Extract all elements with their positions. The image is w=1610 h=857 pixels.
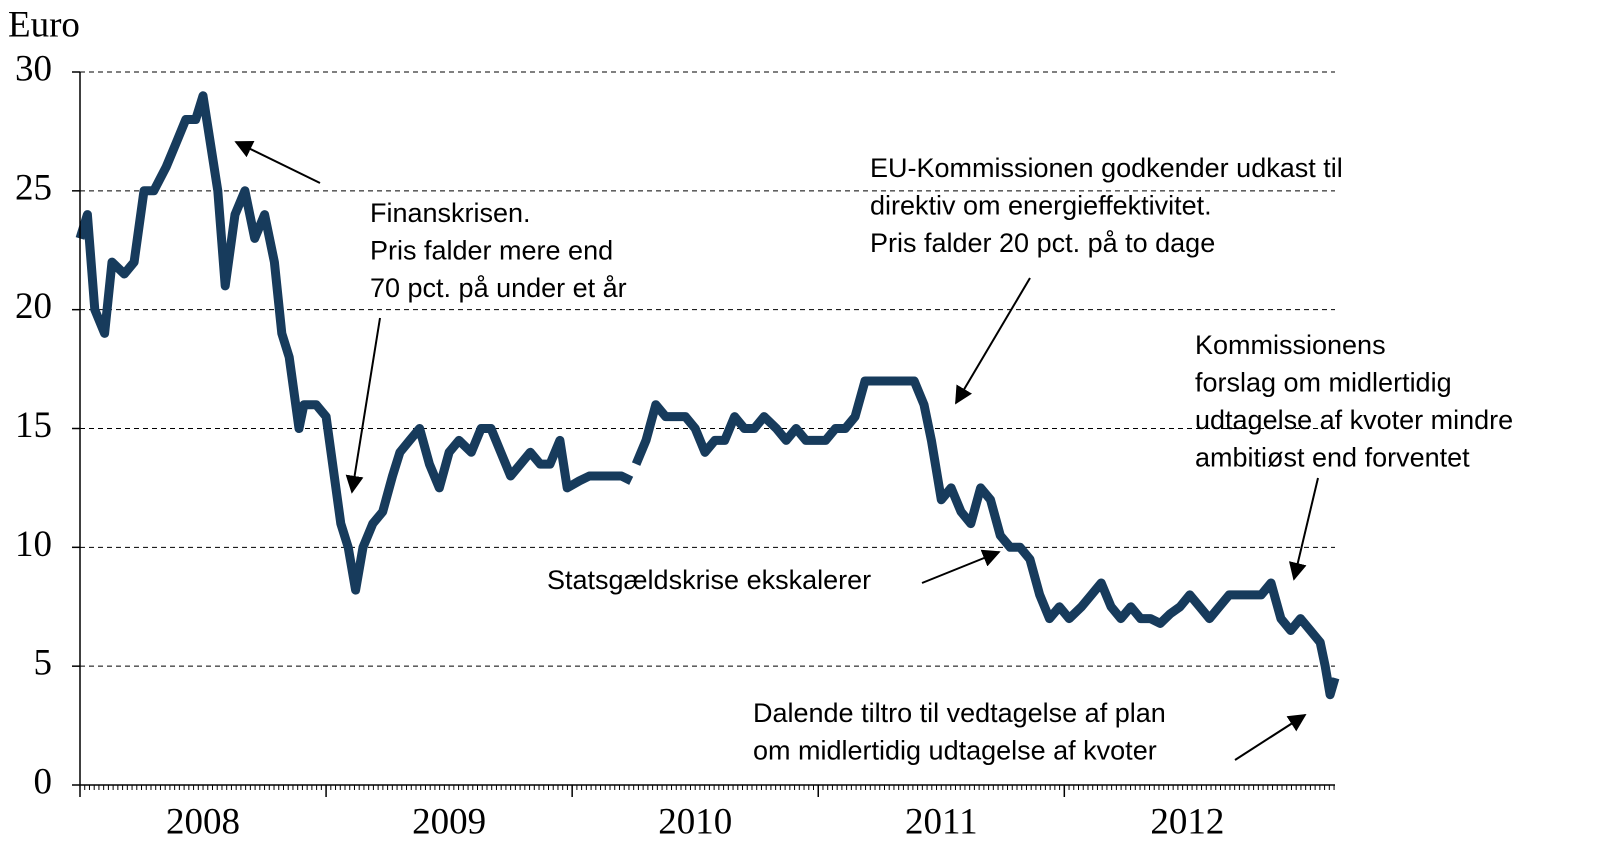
y-tick-label: 25 <box>15 167 52 208</box>
annotation: 70 pct. på under et år <box>370 273 627 303</box>
arrow <box>955 277 1031 405</box>
annotation: ambitiøst end forventet <box>1195 443 1470 473</box>
annotation: Kommissionens <box>1195 330 1386 360</box>
annotation: Dalende tiltro til vedtagelse af plan <box>753 698 1166 728</box>
annotation: forslag om midlertidig <box>1195 368 1452 398</box>
annotation: EU-Kommissionen godkender udkast til <box>870 153 1343 183</box>
arrow <box>921 549 1001 584</box>
x-tick-label: 2008 <box>166 801 240 842</box>
arrow <box>1234 714 1307 761</box>
y-tick-label: 15 <box>15 405 52 446</box>
annotation: Pris falder 20 pct. på to dage <box>870 228 1215 258</box>
arrow <box>345 317 381 494</box>
annotation: Finanskrisen. <box>370 198 531 228</box>
y-tick-label: 30 <box>15 48 52 89</box>
price-line <box>75 91 1340 700</box>
annotation: Statsgældskrise ekskalerer <box>547 565 871 595</box>
x-tick-label: 2010 <box>658 801 732 842</box>
grid <box>80 71 1335 667</box>
x-tick-label: 2011 <box>905 801 978 842</box>
y-tick-label: 20 <box>15 286 52 327</box>
x-tick-label: 2009 <box>412 801 486 842</box>
annotation-arrows <box>234 141 1319 761</box>
plot <box>75 91 1340 700</box>
annotation: direktiv om energieffektivitet. <box>870 191 1212 221</box>
arrow <box>1288 477 1319 581</box>
y-tick-label: 5 <box>34 643 53 684</box>
y-tick-label: 0 <box>34 761 53 802</box>
annotation: om midlertidig udtagelse af kvoter <box>753 736 1157 766</box>
y-tick-label: 10 <box>15 524 52 565</box>
x-tick-label: 2012 <box>1150 801 1224 842</box>
arrow <box>234 141 321 184</box>
annotation: udtagelse af kvoter mindre <box>1195 405 1513 435</box>
y-axis-label: Euro <box>8 4 80 45</box>
axes: 0 5 10 15 20 25 30 2008 2009 2010 2011 2012 <box>15 48 1335 842</box>
annotation: Pris falder mere end <box>370 236 613 266</box>
annotations: Finanskrisen. Pris falder mere end 70 pct.… <box>370 153 1513 766</box>
